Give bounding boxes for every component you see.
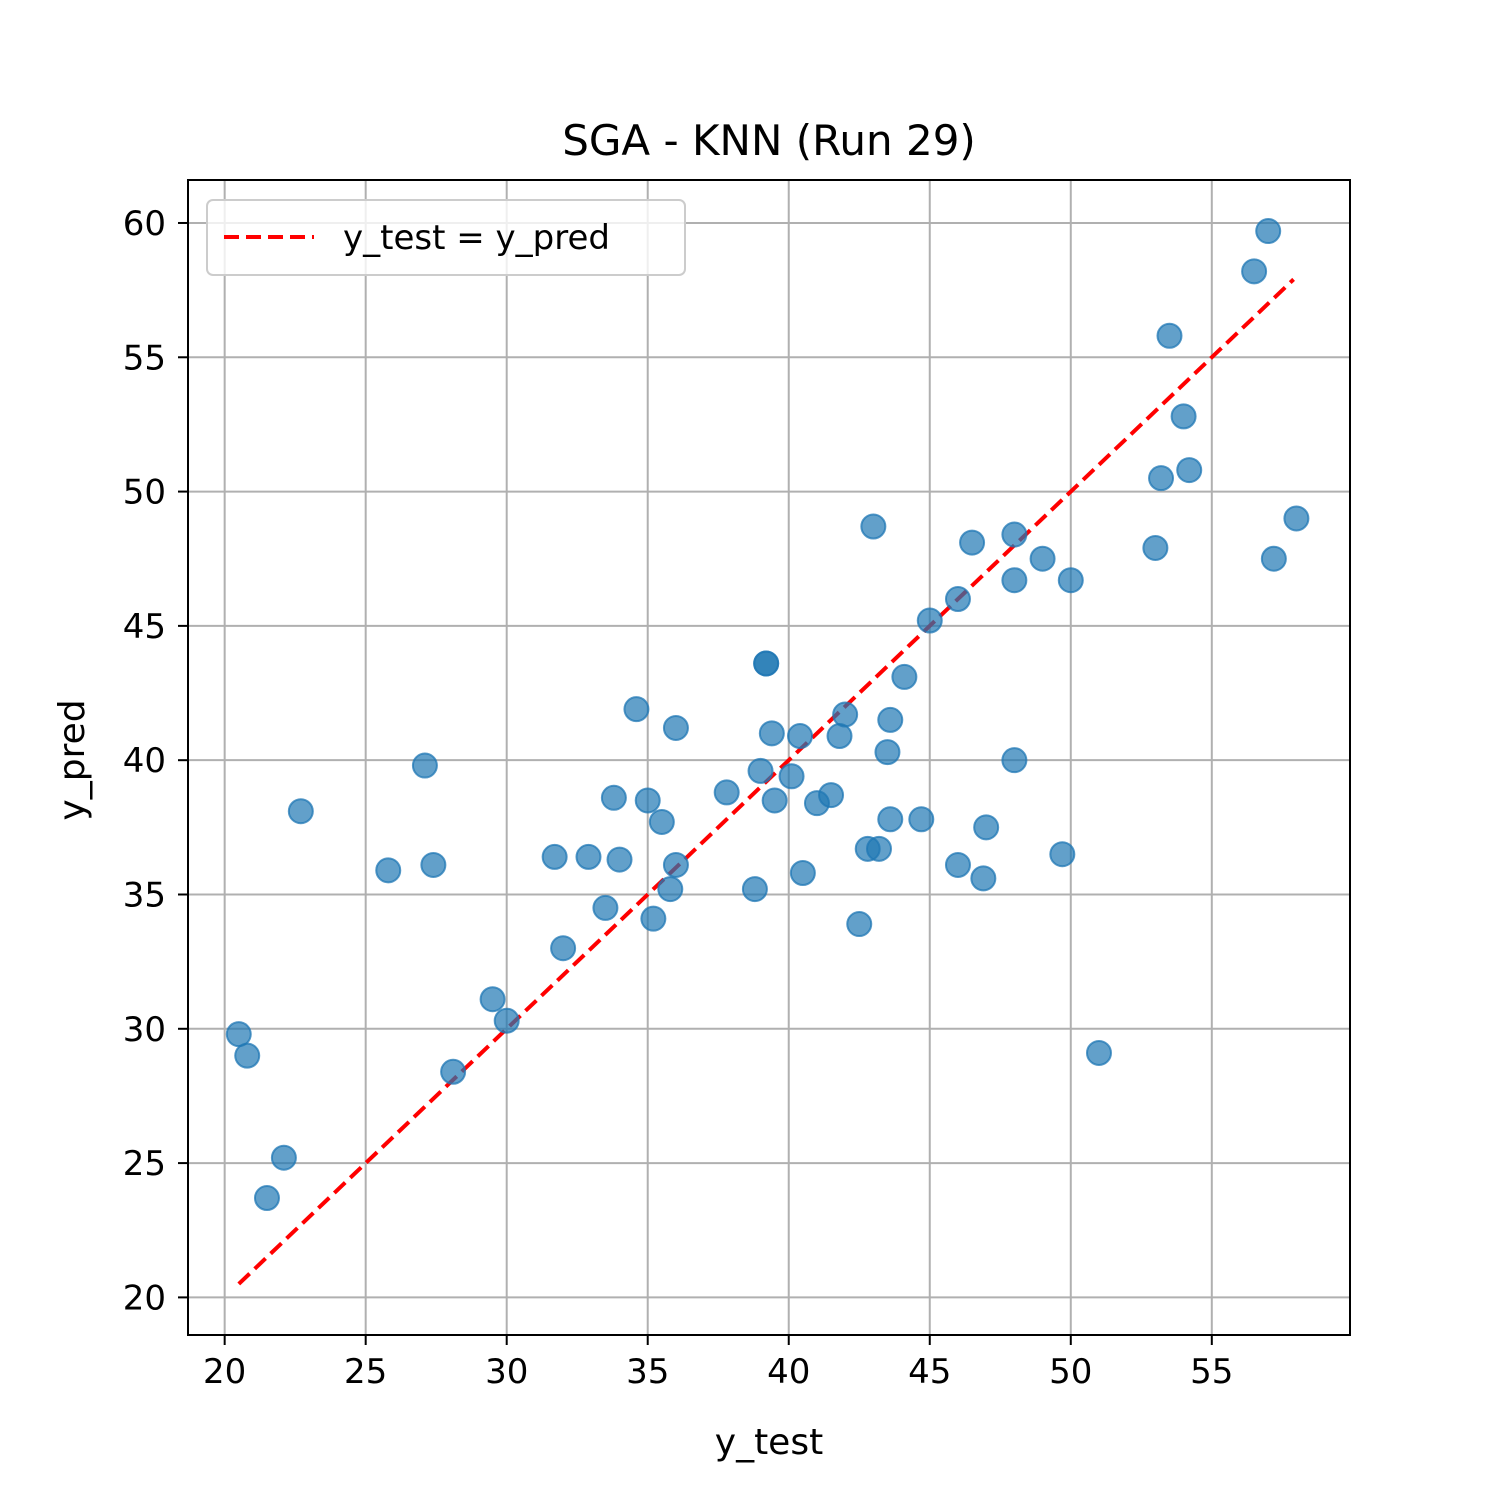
scatter-point bbox=[375, 857, 402, 884]
data-points bbox=[225, 218, 1310, 1212]
scatter-point bbox=[270, 1144, 297, 1171]
scatter-point bbox=[1029, 545, 1056, 572]
scatter-point bbox=[575, 843, 602, 870]
scatter-point bbox=[877, 806, 904, 833]
grid-lines bbox=[188, 180, 1350, 1335]
scatter-point bbox=[411, 752, 438, 779]
scatter-point bbox=[1142, 534, 1169, 561]
scatter-point bbox=[1148, 465, 1175, 492]
x-tick-label: 45 bbox=[908, 1352, 951, 1392]
scatter-point bbox=[1001, 747, 1028, 774]
y-tick-label: 55 bbox=[123, 338, 166, 378]
y-tick-label: 50 bbox=[123, 473, 166, 513]
scatter-point bbox=[1001, 567, 1028, 594]
scatter-point bbox=[877, 706, 904, 733]
scatter-point bbox=[420, 851, 447, 878]
scatter-point bbox=[1156, 322, 1183, 349]
scatter-point bbox=[1260, 545, 1287, 572]
x-tick-label: 30 bbox=[485, 1352, 528, 1392]
scatter-point bbox=[778, 763, 805, 790]
scatter-point bbox=[640, 905, 667, 932]
scatter-point bbox=[865, 835, 892, 862]
legend-box bbox=[206, 199, 686, 276]
scatter-point bbox=[747, 757, 774, 784]
scatter-point bbox=[440, 1058, 467, 1085]
scatter-point bbox=[713, 779, 740, 806]
scatter-point bbox=[479, 986, 506, 1013]
scatter-point bbox=[944, 586, 971, 613]
scatter-point bbox=[225, 1021, 252, 1048]
scatter-point bbox=[789, 860, 816, 886]
scatter-point bbox=[634, 787, 661, 814]
scatter-point bbox=[874, 739, 901, 766]
scatter-point bbox=[234, 1042, 261, 1069]
y-tick-label: 20 bbox=[123, 1278, 166, 1318]
scatter-point bbox=[826, 723, 853, 750]
x-tick-label: 50 bbox=[1049, 1352, 1092, 1392]
scatter-point bbox=[550, 935, 577, 962]
legend-label: y_test = y_pred bbox=[343, 218, 610, 258]
scatter-point bbox=[1049, 841, 1076, 868]
scatter-point bbox=[761, 787, 788, 814]
x-axis-title: y_test bbox=[715, 1422, 823, 1463]
y-tick-label: 45 bbox=[123, 607, 166, 647]
scatter-point bbox=[787, 723, 814, 750]
scatter-point bbox=[1255, 218, 1282, 245]
scatter-point bbox=[493, 1007, 520, 1034]
scatter-point bbox=[970, 865, 997, 892]
scatter-point bbox=[973, 814, 1000, 841]
scatter-point bbox=[623, 696, 650, 723]
scatter-point bbox=[1001, 521, 1028, 548]
scatter-point bbox=[657, 876, 684, 903]
scatter-point bbox=[648, 808, 675, 835]
scatter-point bbox=[1176, 457, 1203, 484]
scatter-point bbox=[253, 1185, 280, 1212]
scatter-point bbox=[662, 851, 689, 878]
y-tick-label: 30 bbox=[123, 1010, 166, 1050]
plot-area-frame bbox=[187, 179, 1351, 1336]
scatter-point bbox=[592, 894, 619, 921]
chart-title: SGA - KNN (Run 29) bbox=[562, 116, 976, 165]
scatter-point bbox=[758, 720, 785, 747]
scatter-point bbox=[818, 782, 845, 809]
x-tick-label: 20 bbox=[203, 1352, 246, 1392]
scatter-point bbox=[832, 701, 859, 728]
scatter-point bbox=[944, 851, 971, 878]
scatter-point bbox=[662, 714, 689, 741]
scatter-point bbox=[287, 798, 314, 825]
scatter-point bbox=[1085, 1039, 1112, 1066]
y-tick-label: 40 bbox=[123, 741, 166, 781]
scatter-point bbox=[891, 663, 918, 690]
axis-ticks: 20 25 30 35 40 45 50 55 20 25 30 35 40 45 50 55 60 bbox=[123, 204, 1234, 1392]
x-tick-label: 25 bbox=[344, 1352, 387, 1392]
x-tick-label: 55 bbox=[1190, 1352, 1233, 1392]
scatter-point bbox=[860, 513, 887, 540]
scatter-point bbox=[916, 607, 943, 634]
scatter-point bbox=[753, 650, 780, 677]
scatter-point bbox=[1170, 403, 1197, 430]
scatter-point bbox=[1241, 258, 1268, 285]
scatter-point bbox=[846, 911, 873, 938]
y-tick-label: 60 bbox=[123, 204, 166, 244]
legend: y_test = y_pred bbox=[206, 199, 686, 276]
scatter-point bbox=[600, 784, 627, 811]
scatter-point bbox=[908, 806, 935, 833]
scatter-point bbox=[541, 843, 568, 870]
scatter-point bbox=[606, 846, 633, 873]
x-tick-label: 40 bbox=[767, 1352, 810, 1392]
scatter-point bbox=[959, 529, 986, 556]
y-tick-label: 35 bbox=[123, 875, 166, 915]
scatter-point bbox=[741, 876, 768, 903]
x-tick-label: 35 bbox=[626, 1352, 669, 1392]
y-axis-title: y_pred bbox=[52, 699, 93, 820]
scatter-point bbox=[1283, 505, 1310, 532]
scatter-point bbox=[1057, 567, 1084, 594]
y-tick-label: 25 bbox=[123, 1144, 166, 1184]
